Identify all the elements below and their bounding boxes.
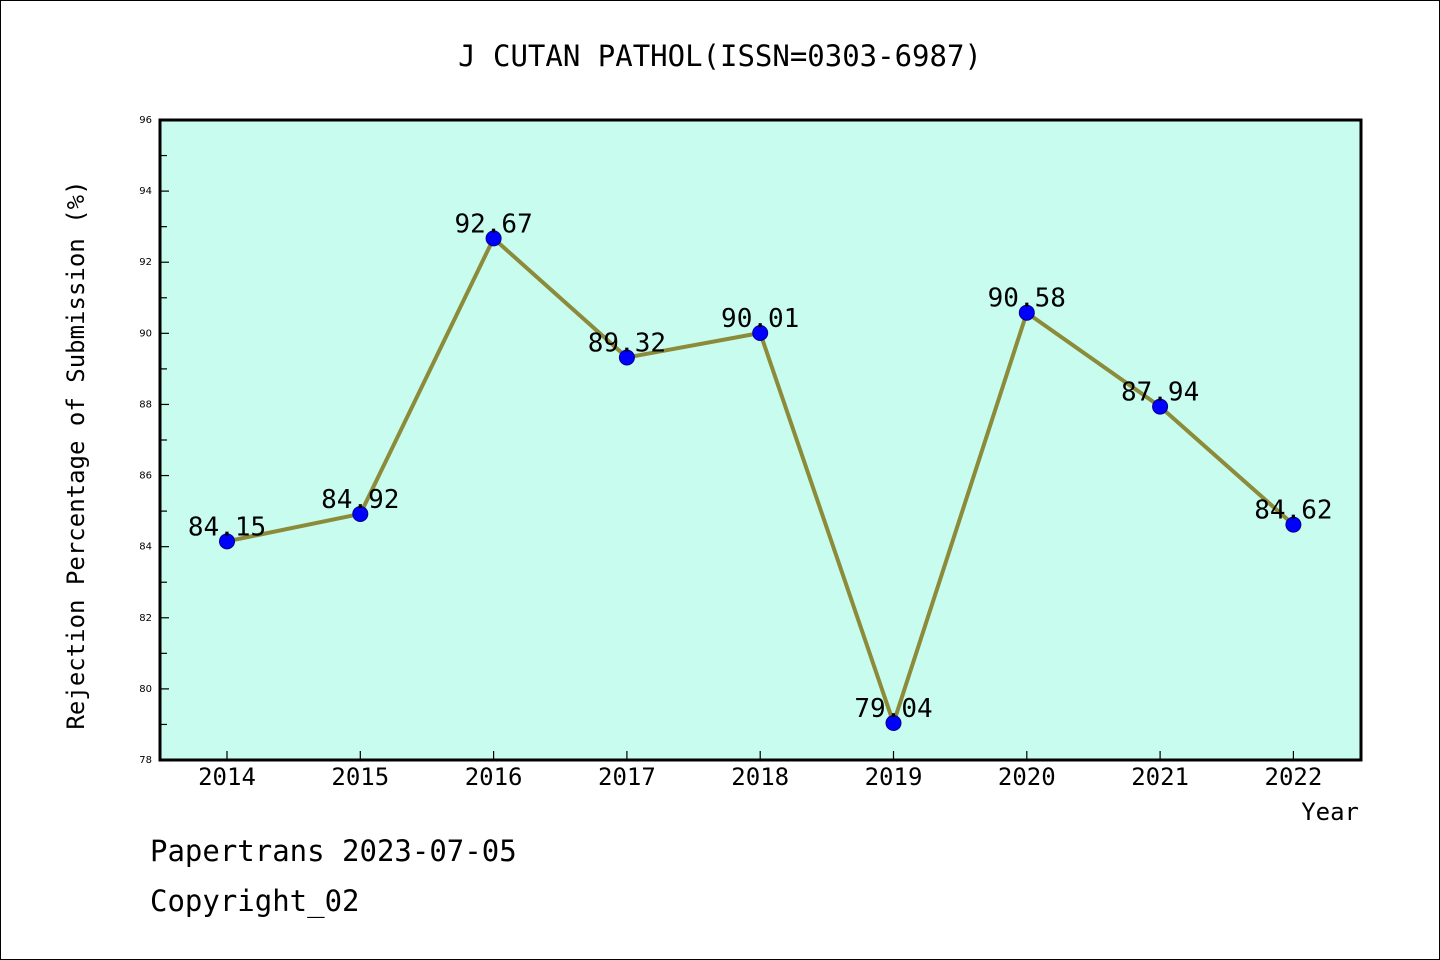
data-point	[1285, 516, 1302, 533]
data-label: 90.01	[721, 304, 799, 334]
x-tick-label: 2020	[998, 763, 1056, 791]
x-tick-label: 2022	[1265, 763, 1323, 791]
data-point	[618, 349, 635, 366]
x-tick-label: 2014	[198, 763, 256, 791]
y-tick-label: 88	[139, 399, 152, 410]
data-label: 79.04	[854, 694, 932, 724]
data-label: 84.62	[1254, 496, 1332, 526]
y-tick-label: 86	[139, 471, 152, 482]
data-point	[1152, 398, 1169, 415]
y-tick-label: 80	[139, 684, 152, 695]
data-label: 87.94	[1121, 378, 1199, 408]
y-tick-label: 90	[139, 328, 152, 339]
x-tick-label: 2015	[331, 763, 389, 791]
plot-area	[158, 118, 1363, 762]
data-label: 90.58	[988, 284, 1066, 314]
data-point	[352, 505, 369, 522]
y-tick-label: 84	[139, 542, 152, 553]
y-tick-label: 78	[139, 755, 152, 766]
x-axis-ticks: 2014 2015 2016 2017 2018 2019 2020 2021 2022	[198, 751, 1322, 791]
y-tick-label: 92	[139, 257, 152, 268]
x-axis-label: Year	[1301, 798, 1359, 826]
x-tick-label: 2019	[865, 763, 923, 791]
data-points	[219, 230, 1302, 732]
footer-date-text: Papertrans 2023-07-05	[150, 834, 517, 868]
footer-copyright-text: Copyright_02	[150, 884, 360, 918]
y-axis-ticks: 78 80 82 84 86 88 90 92 94 96	[139, 115, 169, 766]
data-label: 89.32	[588, 329, 666, 359]
chart-title: J CUTAN PATHOL(ISSN=0303-6987)	[458, 39, 982, 73]
y-tick-label: 96	[139, 115, 152, 126]
data-point	[1018, 304, 1035, 321]
data-point	[885, 715, 902, 732]
x-tick-label: 2016	[465, 763, 523, 791]
y-tick-label: 94	[139, 186, 152, 197]
x-tick-label: 2018	[731, 763, 789, 791]
x-tick-label: 2017	[598, 763, 656, 791]
data-point	[219, 533, 235, 550]
data-point	[485, 230, 502, 247]
data-label: 84.92	[321, 485, 399, 515]
data-label: 92.67	[454, 209, 532, 239]
data-point	[752, 324, 769, 341]
y-axis-label: Rejection Percentage of Submission (%)	[62, 180, 90, 729]
data-label: 84.15	[188, 512, 266, 542]
x-tick-label: 2021	[1131, 763, 1189, 791]
y-tick-label: 82	[139, 613, 152, 624]
data-labels: 84.15 84.92 92.67 89.32 90.01 79.04 90.58 87.94…	[188, 209, 1333, 724]
